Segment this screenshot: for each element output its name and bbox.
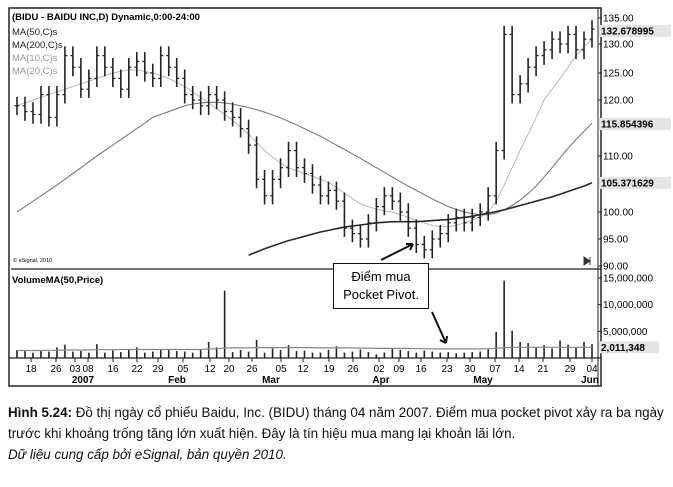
ma-legend-label: MA(200,C)s: [12, 40, 63, 51]
x-tick-label: 26: [347, 364, 359, 375]
scroll-right-icon: [583, 256, 591, 266]
last-price-label: 132.678995: [601, 27, 654, 38]
price-y-tick-label: 95.00: [603, 235, 628, 246]
price-chart-title: (BIDU - BAIDU INC,D) Dynamic,0:00-24:00: [12, 12, 200, 23]
x-tick-label: 26: [50, 364, 62, 375]
x-tick-label: 14: [513, 364, 525, 375]
caption-label: Hình 5.24:: [8, 405, 72, 420]
x-tick-label: 22: [131, 364, 143, 375]
month-label: Apr: [372, 375, 389, 386]
x-tick-label: 26: [246, 364, 258, 375]
month-label: Jun: [581, 375, 599, 386]
volume-ma50-line: [17, 346, 592, 352]
ma50-last-label: 105.371629: [601, 179, 654, 190]
x-tick-label: 02: [373, 364, 385, 375]
ma-legend-label: MA(50,C)s: [12, 27, 58, 38]
ma10-last-label: 115.854396: [601, 120, 654, 131]
ma10-last-label-box: [599, 118, 671, 130]
caption-source: Dữ liệu cung cấp bởi eSignal, bản quyền …: [8, 447, 287, 462]
price-y-tick-label: 100.00: [603, 208, 634, 219]
month-label: Feb: [168, 375, 186, 386]
month-label: 2007: [72, 375, 95, 386]
price-y-tick-label: 130.00: [603, 40, 634, 51]
x-tick-label: 04: [586, 364, 598, 375]
annotation-arrow-down: [431, 311, 448, 344]
volume-last-label: 2,011,348: [601, 343, 645, 354]
price-y-tick-label: 120.00: [603, 96, 634, 107]
annotation-line-2: Pocket Pivot.: [343, 287, 419, 302]
x-tick-label: 05: [275, 364, 287, 375]
price-volume-chart: 135.00 130.00 125.00 120.00 110.00 100.00 95.0…: [8, 7, 671, 387]
x-tick-label: 18: [25, 364, 37, 375]
volume-chart-title: VolumeMA(50,Price): [12, 275, 103, 286]
x-tick-label: 05: [177, 364, 189, 375]
x-tick-label: 12: [297, 364, 309, 375]
pocket-pivot-annotation: Điểm mua Pocket Pivot.: [333, 263, 429, 309]
annotation-line-1: Điểm mua: [351, 269, 411, 284]
ma-legend-label: MA(20,C)s: [12, 66, 58, 77]
volume-y-tick-label: 10,000,000: [603, 300, 653, 311]
x-tick-label: 29: [564, 364, 576, 375]
ma-legend-label: MA(10,C)s: [12, 53, 58, 64]
x-tick-label: 08: [82, 364, 94, 375]
x-tick-label: 07: [489, 364, 501, 375]
x-tick-label: 20: [223, 364, 235, 375]
price-y-tick-label: 125.00: [603, 69, 634, 80]
x-tick-label: 30: [464, 364, 476, 375]
ma50-last-label-box: [599, 177, 671, 189]
x-tick-label: 09: [393, 364, 405, 375]
x-tick-label: 16: [107, 364, 119, 375]
x-tick-label: 19: [323, 364, 335, 375]
price-y-tick-label: 110.00: [603, 152, 633, 163]
volume-y-tick-label: 15,000,000: [603, 274, 653, 285]
ma50-line: [16, 101, 593, 216]
copyright-label: © eSignal, 2010: [13, 257, 52, 264]
ma200-line: [248, 182, 593, 256]
month-label: May: [473, 375, 493, 386]
chart-frame: [8, 7, 602, 387]
volume-last-box: [599, 341, 659, 354]
last-price-label-box: [599, 25, 671, 37]
price-y-tick-label: 90.00: [603, 262, 628, 273]
caption-text: Đồ thị ngày cổ phiếu Baidu, Inc. (BIDU) …: [8, 405, 664, 441]
x-tick-label: 16: [415, 364, 427, 375]
volume-y-tick-label: 5,000,000: [603, 327, 648, 338]
x-tick-label: 23: [441, 364, 453, 375]
x-tick-label: 03: [69, 364, 81, 375]
x-tick-label: 21: [537, 364, 549, 375]
price-y-tick-label: 135.00: [603, 14, 634, 25]
annotation-arrow-up: [380, 243, 414, 261]
month-label: Mar: [262, 375, 280, 386]
x-tick-label: 29: [152, 364, 164, 375]
figure-caption: Hình 5.24: Đồ thị ngày cổ phiếu Baidu, I…: [8, 402, 668, 465]
x-tick-label: 12: [204, 364, 216, 375]
